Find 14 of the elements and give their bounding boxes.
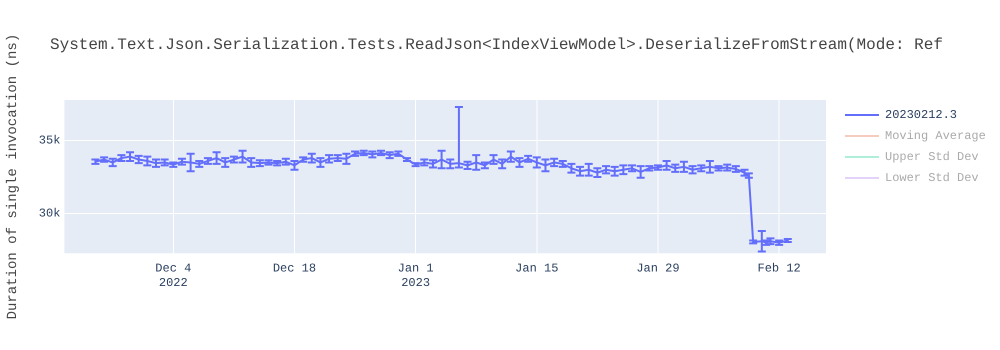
x-tick-label: Dec 18 bbox=[272, 262, 316, 276]
x-tick-label: Jan 1 2023 bbox=[398, 262, 434, 290]
y-axis-title: Duration of single invocation (ns) bbox=[5, 34, 22, 320]
x-tick-label: Jan 15 bbox=[515, 262, 558, 276]
y-tick-label: 35k bbox=[38, 134, 60, 148]
y-tick-label: 30k bbox=[38, 206, 60, 221]
chart-title: System.Text.Json.Serialization.Tests.ReadJson<IndexViewModel>.DeserializeFromStream(Mode: Ref bbox=[50, 36, 943, 54]
legend-label: Upper Std Dev bbox=[885, 150, 979, 164]
legend-label: Lower Std Dev bbox=[885, 170, 979, 184]
legend-label: 20230212.3 bbox=[885, 108, 958, 122]
legend-label: Moving Average bbox=[885, 128, 986, 142]
x-tick-label: Feb 12 bbox=[758, 262, 801, 276]
x-tick-label: Jan 29 bbox=[636, 262, 680, 276]
x-tick-label: Dec 4 2022 bbox=[155, 262, 192, 290]
